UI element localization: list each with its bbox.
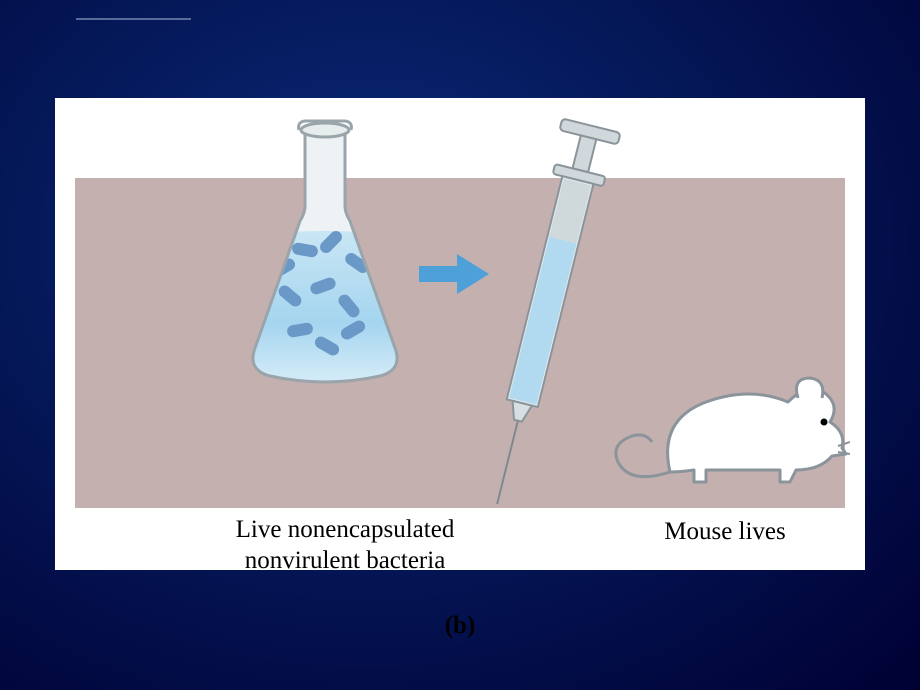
mouse-icon xyxy=(610,350,850,500)
flask-caption: Live nonencapsulated nonvirulent bacteri… xyxy=(205,514,485,577)
slide-background: Live nonencapsulated nonvirulent bacteri… xyxy=(0,0,920,690)
flask-caption-line2: nonvirulent bacteria xyxy=(245,547,446,574)
figure-letter: (b) xyxy=(55,612,865,640)
syringe-icon xyxy=(465,112,625,512)
diagram-panel: Live nonencapsulated nonvirulent bacteri… xyxy=(55,98,865,570)
flask-caption-line1: Live nonencapsulated xyxy=(236,516,455,543)
flask-icon xyxy=(245,118,405,398)
top-accent-line xyxy=(76,18,191,20)
mouse-caption: Mouse lives xyxy=(615,518,835,546)
